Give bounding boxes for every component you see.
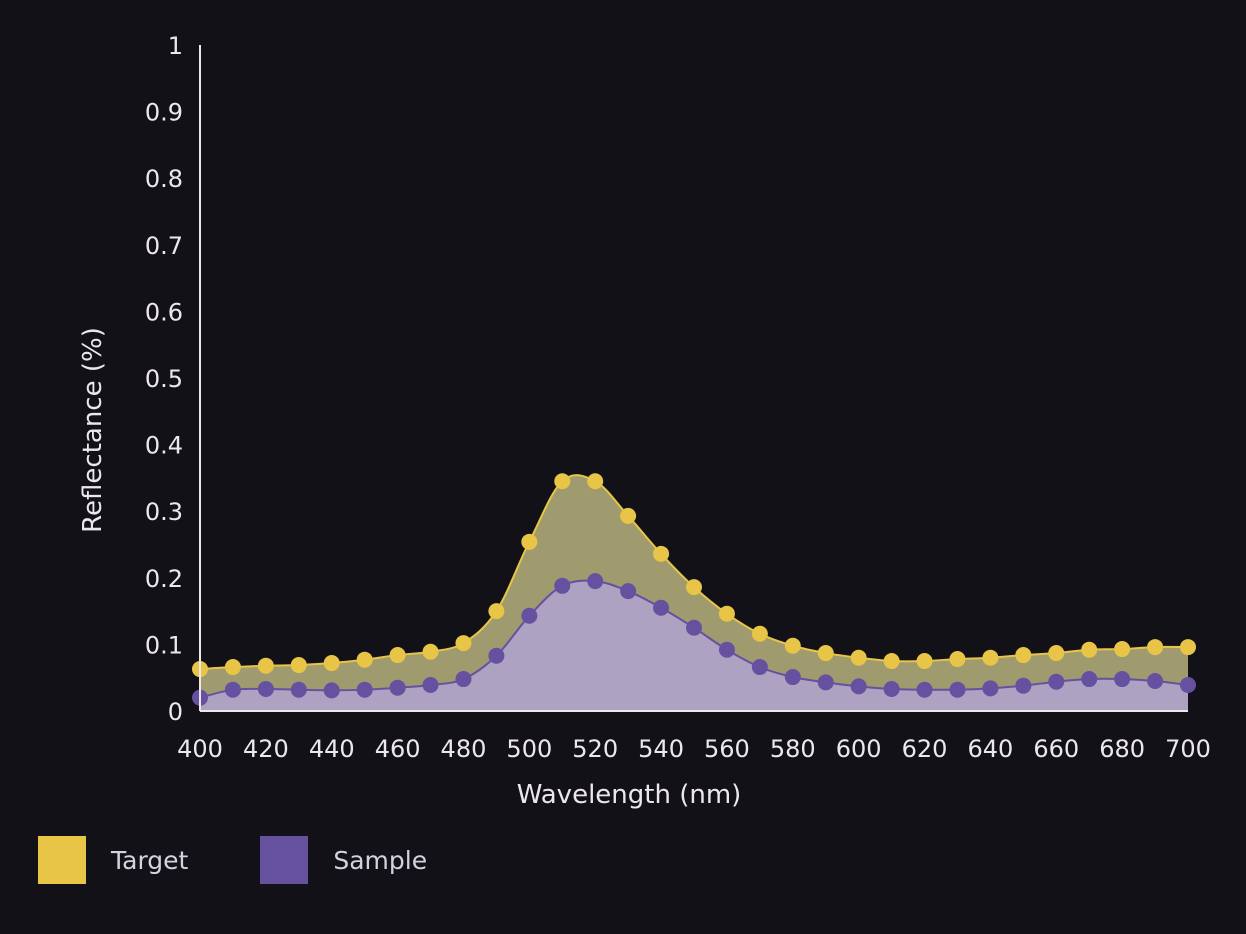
sample-point-650[interactable]: [1015, 677, 1032, 694]
target-point-510[interactable]: [554, 473, 571, 490]
x-tick-label: 480: [441, 735, 487, 763]
sample-point-440[interactable]: [323, 682, 340, 699]
sample-point-500[interactable]: [521, 607, 538, 624]
sample-point-690[interactable]: [1147, 673, 1164, 690]
x-tick-label: 640: [967, 735, 1013, 763]
sample-point-410[interactable]: [224, 681, 241, 698]
target-point-690[interactable]: [1147, 639, 1164, 656]
sample-point-490[interactable]: [488, 647, 505, 664]
y-tick-label: 0: [168, 698, 183, 726]
target-point-700[interactable]: [1180, 639, 1196, 656]
target-point-530[interactable]: [620, 507, 637, 524]
target-point-660[interactable]: [1048, 645, 1065, 662]
x-tick-label: 680: [1099, 735, 1145, 763]
sample-point-610[interactable]: [883, 681, 900, 698]
sample-point-450[interactable]: [356, 681, 373, 698]
x-tick-label: 700: [1165, 735, 1211, 763]
sample-point-570[interactable]: [751, 659, 768, 676]
y-tick-label: 0.2: [145, 565, 183, 593]
x-axis-label: Wavelength (nm): [517, 780, 742, 810]
target-point-600[interactable]: [850, 649, 867, 666]
x-tick-label: 580: [770, 735, 816, 763]
sample-point-560[interactable]: [718, 641, 735, 658]
sample-point-520[interactable]: [587, 573, 604, 590]
x-tick-label: 460: [375, 735, 421, 763]
sample-point-660[interactable]: [1048, 673, 1065, 690]
x-tick-label: 600: [836, 735, 882, 763]
x-tick-label: 420: [243, 735, 289, 763]
reflectance-chart: 0 0.1 0.2 0.3 0.4 0.5 0.6 0.7 0.8 0.9 1 400 420 440 4…: [78, 32, 1211, 810]
target-point-640[interactable]: [982, 649, 999, 666]
sample-point-470[interactable]: [422, 677, 439, 694]
y-tick-label: 0.8: [145, 165, 183, 193]
y-tick-label: 0.9: [145, 99, 183, 127]
y-tick-label: 0.6: [145, 298, 183, 326]
x-tick-label: 560: [704, 735, 750, 763]
sample-point-580[interactable]: [784, 669, 801, 686]
target-point-410[interactable]: [224, 659, 241, 676]
y-tick-label: 1: [168, 32, 183, 60]
target-point-490[interactable]: [488, 603, 505, 620]
sample-point-480[interactable]: [455, 671, 472, 688]
sample-point-620[interactable]: [916, 681, 933, 698]
target-point-680[interactable]: [1114, 641, 1131, 658]
sample-point-670[interactable]: [1081, 671, 1098, 688]
sample-point-550[interactable]: [686, 619, 702, 636]
y-tick-label: 0.1: [145, 631, 183, 659]
target-point-630[interactable]: [949, 651, 966, 668]
target-point-420[interactable]: [257, 657, 274, 674]
sample-point-590[interactable]: [817, 674, 834, 691]
target-point-610[interactable]: [883, 653, 900, 670]
x-tick-label: 660: [1033, 735, 1079, 763]
target-point-520[interactable]: [587, 473, 604, 490]
target-point-580[interactable]: [784, 637, 801, 654]
y-axis-label: Reflectance (%): [78, 327, 108, 533]
target-point-450[interactable]: [356, 651, 373, 668]
target-point-460[interactable]: [389, 647, 406, 664]
x-tick-label: 540: [638, 735, 684, 763]
target-point-540[interactable]: [653, 545, 670, 562]
y-tick-label: 0.5: [145, 365, 183, 393]
y-tick-label: 0.4: [145, 432, 183, 460]
target-point-430[interactable]: [290, 657, 307, 674]
x-tick-label: 520: [572, 735, 618, 763]
sample-point-640[interactable]: [982, 680, 999, 697]
sample-point-530[interactable]: [620, 583, 637, 600]
sample-point-630[interactable]: [949, 681, 966, 698]
target-point-670[interactable]: [1081, 641, 1098, 658]
x-tick-label: 620: [902, 735, 948, 763]
sample-point-430[interactable]: [290, 681, 307, 698]
y-tick-label: 0.7: [145, 232, 183, 260]
sample-point-680[interactable]: [1114, 671, 1131, 688]
y-tick-label: 0.3: [145, 498, 183, 526]
legend-label-target: Target: [111, 845, 189, 875]
sample-point-700[interactable]: [1180, 677, 1196, 694]
target-point-500[interactable]: [521, 533, 538, 550]
target-point-620[interactable]: [916, 653, 933, 670]
legend-swatch-target: [38, 836, 86, 884]
target-point-550[interactable]: [686, 579, 702, 596]
sample-point-510[interactable]: [554, 577, 571, 594]
target-point-570[interactable]: [751, 625, 768, 642]
sample-area: [200, 580, 1188, 711]
target-point-440[interactable]: [323, 655, 340, 672]
sample-point-540[interactable]: [653, 599, 670, 616]
legend-item-sample[interactable]: Sample: [260, 836, 427, 884]
legend-item-target[interactable]: Target: [38, 836, 188, 884]
sample-point-420[interactable]: [257, 681, 274, 698]
x-tick-label: 500: [506, 735, 552, 763]
target-point-470[interactable]: [422, 643, 439, 660]
x-tick-label: 440: [309, 735, 355, 763]
legend: Target Sample: [38, 836, 499, 884]
legend-label-sample: Sample: [333, 845, 428, 875]
sample-point-460[interactable]: [389, 679, 406, 696]
target-point-650[interactable]: [1015, 647, 1032, 664]
target-point-480[interactable]: [455, 635, 472, 652]
target-point-590[interactable]: [817, 645, 834, 662]
x-tick-label: 400: [177, 735, 223, 763]
legend-swatch-sample: [260, 836, 309, 884]
target-point-560[interactable]: [718, 605, 735, 622]
sample-point-600[interactable]: [850, 678, 867, 695]
